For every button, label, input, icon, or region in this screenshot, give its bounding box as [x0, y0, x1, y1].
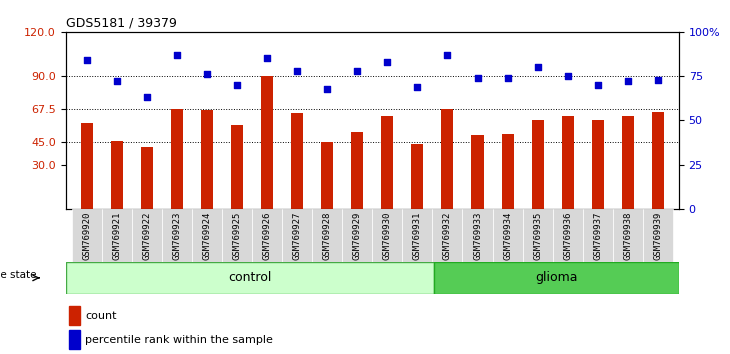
Text: GSM769938: GSM769938 [623, 211, 632, 260]
Bar [111, 141, 123, 209]
Bar [201, 110, 213, 209]
Bar [472, 135, 483, 209]
Bar [643, 209, 673, 262]
Bar [622, 116, 634, 209]
Text: glioma: glioma [535, 272, 577, 284]
Text: GSM769921: GSM769921 [112, 211, 121, 260]
Bar [432, 209, 463, 262]
Bar [231, 125, 243, 209]
Bar [222, 209, 252, 262]
Text: GSM769939: GSM769939 [653, 211, 662, 260]
Point [442, 52, 453, 58]
Bar [592, 120, 604, 209]
Point [472, 75, 483, 81]
Bar [282, 209, 312, 262]
Point [81, 57, 93, 63]
Point [231, 82, 243, 88]
Bar [69, 306, 80, 325]
Bar [502, 133, 514, 209]
Bar [561, 116, 574, 209]
Point [261, 56, 273, 61]
Text: GSM769922: GSM769922 [142, 211, 151, 260]
Text: GSM769937: GSM769937 [593, 211, 602, 260]
Bar [312, 209, 342, 262]
Bar [101, 209, 132, 262]
Bar [162, 209, 192, 262]
Text: percentile rank within the sample: percentile rank within the sample [85, 335, 273, 345]
Text: GSM769924: GSM769924 [202, 211, 212, 260]
Bar [531, 120, 544, 209]
Text: GSM769931: GSM769931 [413, 211, 422, 260]
Text: GSM769926: GSM769926 [263, 211, 272, 260]
Bar [69, 330, 80, 349]
Point [562, 73, 574, 79]
Bar [612, 209, 643, 262]
Text: GDS5181 / 39379: GDS5181 / 39379 [66, 16, 177, 29]
Point [141, 95, 153, 100]
Bar [81, 123, 93, 209]
Bar [463, 209, 493, 262]
Text: GSM769936: GSM769936 [563, 211, 572, 260]
Text: GSM769929: GSM769929 [353, 211, 362, 260]
Bar [442, 109, 453, 209]
Text: GSM769920: GSM769920 [82, 211, 91, 260]
Point [652, 77, 664, 82]
Point [171, 52, 182, 58]
Bar [402, 209, 432, 262]
Bar [342, 209, 372, 262]
Point [412, 84, 423, 90]
Bar [72, 209, 101, 262]
Bar [372, 209, 402, 262]
Bar [261, 76, 273, 209]
Bar [66, 262, 434, 294]
Bar [434, 262, 679, 294]
Point [201, 72, 213, 77]
Bar [493, 209, 523, 262]
Point [111, 79, 123, 84]
Bar [132, 209, 162, 262]
Text: count: count [85, 311, 117, 321]
Text: GSM769933: GSM769933 [473, 211, 482, 260]
Bar [583, 209, 612, 262]
Bar [321, 143, 333, 209]
Bar [171, 109, 183, 209]
Bar [252, 209, 282, 262]
Point [291, 68, 303, 74]
Text: GSM769923: GSM769923 [172, 211, 182, 260]
Point [351, 68, 363, 74]
Bar [291, 113, 303, 209]
Text: disease state: disease state [0, 270, 36, 280]
Text: GSM769925: GSM769925 [233, 211, 242, 260]
Point [622, 79, 634, 84]
Bar [412, 144, 423, 209]
Text: GSM769932: GSM769932 [443, 211, 452, 260]
Bar [652, 112, 664, 209]
Bar [351, 132, 364, 209]
Text: GSM769927: GSM769927 [293, 211, 301, 260]
Point [382, 59, 393, 65]
Text: control: control [228, 272, 272, 284]
Bar [523, 209, 553, 262]
Text: GSM769930: GSM769930 [383, 211, 392, 260]
Bar [553, 209, 583, 262]
Bar [381, 116, 393, 209]
Bar [141, 147, 153, 209]
Text: GSM769934: GSM769934 [503, 211, 512, 260]
Text: GSM769928: GSM769928 [323, 211, 331, 260]
Bar [192, 209, 222, 262]
Text: GSM769935: GSM769935 [533, 211, 542, 260]
Point [531, 64, 543, 70]
Point [502, 75, 513, 81]
Point [321, 86, 333, 91]
Point [592, 82, 604, 88]
